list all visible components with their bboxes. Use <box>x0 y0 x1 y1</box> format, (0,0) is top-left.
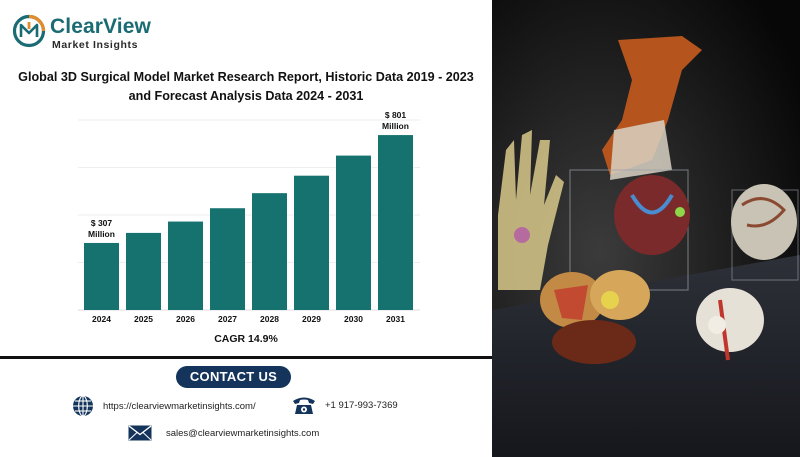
report-title: Global 3D Surgical Model Market Research… <box>6 68 486 106</box>
section-divider <box>0 356 492 359</box>
bar-2024 <box>84 242 119 310</box>
cagr-label: CAGR 14.9% <box>214 333 278 345</box>
data-label-2024-value: $ 307 <box>91 218 113 228</box>
x-tick-label-2026: 2026 <box>176 314 195 324</box>
x-tick-label-2029: 2029 <box>302 314 321 324</box>
bar-2030 <box>336 155 371 310</box>
data-label-2031-value: $ 801 <box>385 110 407 120</box>
infographic-panel: ClearView Market Insights Global 3D Surg… <box>0 14 492 441</box>
data-label-2024-unit: Million <box>88 229 115 239</box>
report-title-line-1: Global 3D Surgical Model Market Research… <box>18 70 474 84</box>
phone-number[interactable]: +1 917-993-7369 <box>325 399 398 411</box>
x-tick-label-2030: 2030 <box>344 314 363 324</box>
x-tick-label-2027: 2027 <box>218 314 237 324</box>
contact-us-button[interactable]: CONTACT US <box>176 366 291 388</box>
bar-2028 <box>252 193 287 310</box>
bar-2026 <box>168 221 203 310</box>
bar-2029 <box>294 175 329 310</box>
website-link[interactable]: https://clearviewmarketinsights.com/ <box>103 400 256 412</box>
brand-tagline: Market Insights <box>52 39 139 51</box>
website-contact: https://clearviewmarketinsights.com/ <box>72 395 256 417</box>
email-contact: sales@clearviewmarketinsights.com <box>128 425 319 441</box>
clearview-logo-icon <box>12 14 46 48</box>
data-label-2031-unit: Million <box>382 121 409 131</box>
market-size-bar-chart: 2024 2025 2026 2027 2028 2029 2030 2031$ 307Mil… <box>78 110 420 324</box>
globe-icon <box>73 395 93 417</box>
x-tick-label-2025: 2025 <box>134 314 153 324</box>
x-tick-label-2028: 2028 <box>260 314 279 324</box>
bar-2031 <box>378 135 413 310</box>
telephone-icon <box>293 397 315 414</box>
bar-2027 <box>210 208 245 310</box>
brand-name: ClearView <box>50 15 151 38</box>
3d-printed-models-illustration <box>492 0 800 457</box>
x-tick-label-2024: 2024 <box>92 314 111 324</box>
anatomical-models-photo <box>492 0 800 457</box>
email-address[interactable]: sales@clearviewmarketinsights.com <box>166 427 320 439</box>
x-tick-label-2031: 2031 <box>386 314 405 324</box>
envelope-icon <box>128 425 152 441</box>
bar-2025 <box>126 232 161 310</box>
phone-contact: +1 917-993-7369 <box>292 395 398 415</box>
brand-logo: ClearView Market Insights <box>12 14 202 51</box>
report-title-line-2: and Forecast Analysis Data 2024 - 2031 <box>128 89 364 103</box>
